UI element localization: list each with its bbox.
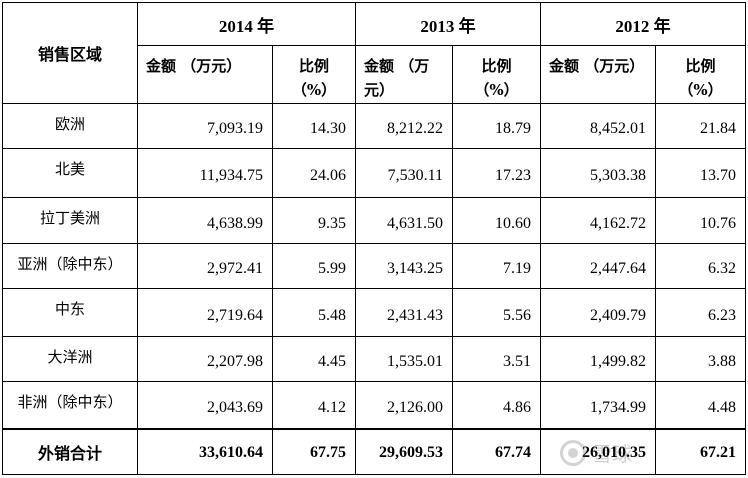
table-row: 中东 2,719.64 5.48 2,431.43 5.56 2,409.79 … <box>2 288 746 337</box>
ratio-cell: 24.06 <box>272 148 356 198</box>
table-row: 亚洲（除中东） 2,972.41 5.99 3,143.25 7.19 2,44… <box>2 243 746 289</box>
total-amount-2014: 33,610.64 <box>137 427 273 475</box>
ratio-cell: 5.48 <box>272 288 356 337</box>
ratio-cell: 10.60 <box>452 197 541 244</box>
header-row-columns: 金额 （万元） 比例 （%） 金额 （万元） 比例 （%） 金额 （万元） 比例… <box>3 45 746 104</box>
amount-cell: 2,409.79 <box>540 288 656 337</box>
ratio-cell: 4.48 <box>655 381 746 429</box>
year-header-2014: 2014 年 <box>137 2 356 46</box>
amount-cell: 2,207.98 <box>137 336 273 382</box>
total-ratio-2014: 67.75 <box>272 427 356 475</box>
ratio-cell: 6.32 <box>655 243 746 289</box>
ratio-header-2014: 比例 （%） <box>272 45 356 104</box>
header-row-years: 销售区域 2014 年 2013 年 2012 年 <box>2 2 746 104</box>
table-row: 北美 11,934.75 24.06 7,530.11 17.23 5,303.… <box>2 148 746 198</box>
amount-cell: 1,535.01 <box>355 336 453 382</box>
region-cell: 欧洲 <box>2 103 138 149</box>
total-amount-2013: 29,609.53 <box>355 427 453 475</box>
amount-cell: 4,162.72 <box>540 197 656 244</box>
amount-header-2013: 金额 （万元） <box>355 45 453 104</box>
year-header-2012: 2012 年 <box>540 2 746 46</box>
amount-cell: 8,452.01 <box>540 103 656 149</box>
ratio-cell: 3.51 <box>452 336 541 382</box>
amount-cell: 3,143.25 <box>355 243 453 289</box>
amount-header-2014: 金额 （万元） <box>137 45 273 104</box>
amount-cell: 1,499.82 <box>540 336 656 382</box>
total-ratio-2012: 67.21 <box>655 427 746 475</box>
table-row: 欧洲 7,093.19 14.30 8,212.22 18.79 8,452.0… <box>2 103 746 149</box>
amount-cell: 2,126.00 <box>355 381 453 429</box>
ratio-cell: 17.23 <box>452 148 541 198</box>
ratio-header-2013: 比例 （%） <box>452 45 541 104</box>
region-column-header: 销售区域 <box>2 2 138 104</box>
region-cell: 亚洲（除中东） <box>2 243 138 289</box>
amount-cell: 2,447.64 <box>540 243 656 289</box>
year-header-2013: 2013 年 <box>355 2 541 46</box>
ratio-cell: 13.70 <box>655 148 746 198</box>
ratio-cell: 6.23 <box>655 288 746 337</box>
amount-cell: 5,303.38 <box>540 148 656 198</box>
ratio-unit: （%） <box>678 81 723 99</box>
amount-cell: 7,530.11 <box>355 148 453 198</box>
ratio-cell: 4.12 <box>272 381 356 429</box>
ratio-cell: 3.88 <box>655 336 746 382</box>
ratio-label: 比例 <box>481 57 512 75</box>
total-ratio-2013: 67.74 <box>452 427 541 475</box>
amount-cell: 4,631.50 <box>355 197 453 244</box>
amount-cell: 2,431.43 <box>355 288 453 337</box>
ratio-cell: 4.45 <box>272 336 356 382</box>
amount-cell: 7,093.19 <box>137 103 273 149</box>
amount-cell: 2,719.64 <box>137 288 273 337</box>
amount-header-2012: 金额 （万元） <box>540 45 656 104</box>
total-label: 外销合计 <box>2 427 138 475</box>
region-cell: 中东 <box>2 288 138 337</box>
ratio-label: 比例 <box>685 57 716 75</box>
ratio-header-2012: 比例 （%） <box>655 45 746 104</box>
amount-cell: 2,972.41 <box>137 243 273 289</box>
ratio-cell: 7.19 <box>452 243 541 289</box>
ratio-label: 比例 <box>298 57 329 75</box>
ratio-cell: 14.30 <box>272 103 356 149</box>
amount-cell: 8,212.22 <box>355 103 453 149</box>
ratio-cell: 5.56 <box>452 288 541 337</box>
ratio-cell: 10.76 <box>655 197 746 244</box>
region-cell: 非洲（除中东） <box>2 381 138 429</box>
ratio-unit: （%） <box>474 81 519 99</box>
ratio-cell: 5.99 <box>272 243 356 289</box>
ratio-cell: 21.84 <box>655 103 746 149</box>
region-cell: 北美 <box>2 148 138 198</box>
amount-cell: 1,734.99 <box>540 381 656 429</box>
region-cell: 大洋洲 <box>2 336 138 382</box>
amount-cell: 4,638.99 <box>137 197 273 244</box>
region-cell: 拉丁美洲 <box>2 197 138 244</box>
ratio-cell: 18.79 <box>452 103 541 149</box>
total-row: 外销合计 33,610.64 67.75 29,609.53 67.74 26,… <box>2 427 746 475</box>
ratio-cell: 4.86 <box>452 381 541 429</box>
table-row: 非洲（除中东） 2,043.69 4.12 2,126.00 4.86 1,73… <box>2 381 746 429</box>
table-row: 大洋洲 2,207.98 4.45 1,535.01 3.51 1,499.82… <box>2 336 746 382</box>
total-amount-2012: 26,010.35 <box>540 427 656 475</box>
ratio-cell: 9.35 <box>272 197 356 244</box>
amount-cell: 11,934.75 <box>137 148 273 198</box>
amount-cell: 2,043.69 <box>137 381 273 429</box>
table-row: 拉丁美洲 4,638.99 9.35 4,631.50 10.60 4,162.… <box>2 197 746 244</box>
ratio-unit: （%） <box>291 81 337 99</box>
